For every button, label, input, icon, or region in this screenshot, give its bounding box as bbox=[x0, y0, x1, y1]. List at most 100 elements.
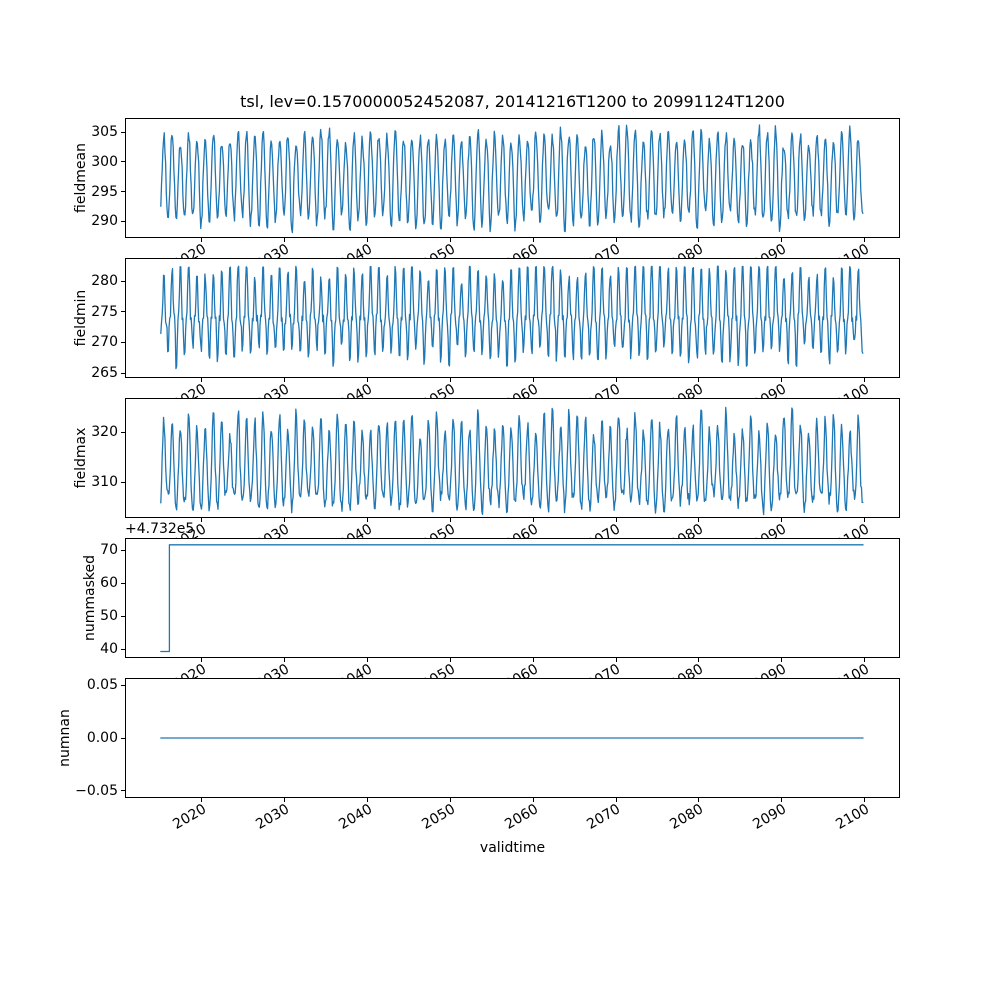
x-tick-mark bbox=[781, 518, 783, 522]
y-tick-label: 0.05 bbox=[86, 677, 118, 694]
y-tick-mark bbox=[121, 131, 125, 133]
x-tick-mark bbox=[201, 238, 203, 242]
x-tick-mark bbox=[532, 238, 534, 242]
x-tick-mark bbox=[615, 238, 617, 242]
x-tick-mark bbox=[781, 658, 783, 662]
y-tick-mark bbox=[121, 161, 125, 163]
x-tick-mark bbox=[698, 238, 700, 242]
y-tick-mark bbox=[121, 431, 125, 433]
x-tick-mark bbox=[532, 378, 534, 382]
x-tick-label: 2030 bbox=[253, 801, 293, 833]
y-tick-label: 0.00 bbox=[86, 730, 118, 746]
x-tick-mark bbox=[201, 518, 203, 522]
line-plot bbox=[160, 544, 864, 653]
line-plot bbox=[160, 406, 864, 516]
y-tick-mark bbox=[121, 311, 125, 313]
x-tick-label: 2100 bbox=[833, 801, 873, 833]
y-tick-label: −0.05 bbox=[75, 782, 118, 799]
y-tick-mark bbox=[121, 191, 125, 193]
x-tick-mark bbox=[366, 378, 368, 382]
y-tick-label: 280 bbox=[91, 273, 118, 290]
x-tick-mark bbox=[864, 798, 866, 802]
x-tick-label: 2070 bbox=[584, 801, 624, 833]
x-tick-mark bbox=[615, 378, 617, 382]
y-tick-mark bbox=[121, 372, 125, 374]
x-tick-mark bbox=[201, 658, 203, 662]
y-tick-mark bbox=[121, 615, 125, 617]
y-tick-label: 305 bbox=[91, 124, 118, 141]
x-tick-mark bbox=[864, 238, 866, 242]
x-tick-mark bbox=[449, 798, 451, 802]
y-tick-label: 270 bbox=[91, 334, 118, 351]
y-tick-mark bbox=[121, 280, 125, 282]
x-tick-mark bbox=[201, 798, 203, 802]
y-tick-label: 295 bbox=[91, 183, 118, 200]
line-plot bbox=[160, 124, 864, 234]
figure-title: tsl, lev=0.1570000052452087, 20141216T12… bbox=[240, 92, 785, 111]
y-axis-offset-text: +4.732e5 bbox=[125, 521, 195, 537]
series-polyline bbox=[160, 406, 864, 516]
line-plot bbox=[160, 737, 864, 739]
x-tick-mark bbox=[366, 798, 368, 802]
x-tick-mark bbox=[532, 798, 534, 802]
x-tick-mark bbox=[532, 658, 534, 662]
y-tick-label: 310 bbox=[91, 474, 118, 490]
axes-frame bbox=[125, 398, 900, 518]
axes-frame bbox=[125, 118, 900, 238]
y-tick-mark bbox=[121, 481, 125, 483]
y-tick-label: 320 bbox=[91, 424, 118, 440]
x-tick-mark bbox=[698, 378, 700, 382]
y-tick-mark bbox=[121, 582, 125, 584]
x-tick-label: 2090 bbox=[750, 801, 790, 833]
y-tick-label: 70 bbox=[100, 542, 118, 559]
x-tick-mark bbox=[615, 798, 617, 802]
x-tick-mark bbox=[615, 518, 617, 522]
x-tick-mark bbox=[284, 238, 286, 242]
y-tick-mark bbox=[121, 790, 125, 792]
line-plot bbox=[160, 265, 864, 370]
x-tick-label: 2080 bbox=[667, 801, 707, 833]
x-tick-mark bbox=[449, 518, 451, 522]
series-polyline bbox=[160, 265, 864, 370]
x-tick-mark bbox=[449, 238, 451, 242]
x-tick-mark bbox=[615, 658, 617, 662]
axes-frame bbox=[125, 258, 900, 378]
x-tick-mark bbox=[698, 518, 700, 522]
x-tick-mark bbox=[532, 518, 534, 522]
x-tick-mark bbox=[366, 518, 368, 522]
x-tick-label: 2060 bbox=[501, 801, 541, 833]
x-tick-label: 2040 bbox=[336, 801, 375, 833]
y-tick-mark bbox=[121, 648, 125, 650]
y-tick-label: 265 bbox=[91, 365, 118, 382]
series-polyline bbox=[160, 544, 864, 653]
y-tick-mark bbox=[121, 220, 125, 222]
x-tick-mark bbox=[864, 658, 866, 662]
y-tick-mark bbox=[121, 737, 125, 739]
x-tick-mark bbox=[864, 378, 866, 382]
y-tick-label: 50 bbox=[100, 608, 118, 625]
y-tick-mark bbox=[121, 549, 125, 551]
x-tick-mark bbox=[366, 238, 368, 242]
y-tick-mark bbox=[121, 341, 125, 343]
x-tick-mark bbox=[781, 238, 783, 242]
axes-frame bbox=[125, 538, 900, 658]
x-tick-mark bbox=[201, 378, 203, 382]
x-axis-title: validtime bbox=[479, 840, 546, 856]
y-tick-mark bbox=[121, 684, 125, 686]
x-tick-mark bbox=[366, 658, 368, 662]
x-tick-mark bbox=[284, 798, 286, 802]
series-polyline bbox=[160, 124, 864, 234]
x-tick-mark bbox=[781, 378, 783, 382]
x-tick-label: 2020 bbox=[170, 801, 210, 833]
y-tick-label: 275 bbox=[91, 303, 118, 320]
y-tick-label: 300 bbox=[91, 153, 118, 170]
x-tick-mark bbox=[284, 518, 286, 522]
x-tick-mark bbox=[864, 518, 866, 522]
y-tick-label: 60 bbox=[100, 575, 118, 592]
x-tick-mark bbox=[449, 378, 451, 382]
x-tick-mark bbox=[284, 378, 286, 382]
x-tick-mark bbox=[284, 658, 286, 662]
